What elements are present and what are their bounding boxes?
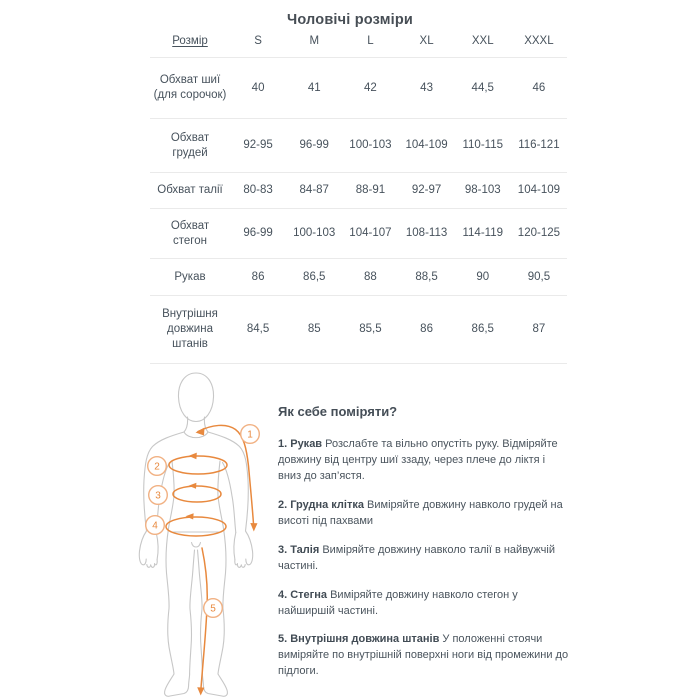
- diagram-marker-4: 4: [144, 514, 166, 535]
- table-cell: 88-91: [355, 184, 386, 197]
- column-header-l: L: [367, 35, 374, 48]
- row-label: Внутрішня довжина штанів: [162, 308, 218, 350]
- row-label: Обхват талії: [157, 184, 223, 197]
- table-cell: 41: [307, 81, 321, 94]
- table-cell: 110-115: [462, 139, 503, 152]
- svg-text:1: 1: [247, 430, 253, 441]
- table-cell: 86,5: [471, 323, 494, 336]
- step-lead: 5. Внутрішня довжина штанів: [278, 633, 440, 646]
- table-header-row: Розмір S M L XL XXL XXXL: [150, 26, 567, 58]
- instruction-step-2: 2. Грудна клітка Виміряйте довжину навко…: [278, 498, 570, 530]
- svg-text:2: 2: [154, 462, 160, 473]
- body-measurement-diagram: 1 2 3 4 5: [138, 372, 260, 697]
- step-text: Розслабте та вільно опустіть руку. Відмі…: [278, 438, 558, 482]
- table-cell: 114-119: [462, 227, 503, 240]
- row-label: Обхват шиї (для сорочок): [153, 74, 227, 101]
- table-cell: 116-121: [518, 139, 560, 152]
- page-title: Чоловічі розміри: [286, 11, 414, 28]
- table-row-hips: Обхват стегон 96-99 100-103 104-107 108-…: [150, 209, 567, 259]
- column-header-m: M: [309, 35, 320, 48]
- measure-ellipse-waist: [172, 485, 222, 503]
- measure-ellipse-chest: [168, 455, 228, 475]
- table-cell: 104-109: [517, 184, 561, 197]
- row-label: Обхват грудей: [170, 131, 210, 159]
- column-header-s: S: [254, 35, 262, 48]
- table-cell: 96-99: [299, 139, 329, 152]
- table-cell: 88: [364, 270, 377, 283]
- instruction-step-3: 3. Талія Виміряйте довжину навколо талії…: [278, 543, 570, 575]
- instructions-heading: Як себе поміряти?: [278, 404, 398, 419]
- measurement-arrowheads: [185, 427, 258, 696]
- table-cell: 43: [420, 81, 433, 94]
- instruction-step-1: 1. Рукав Розслабте та вільно опустіть ру…: [278, 437, 570, 485]
- measure-ellipse-hips: [165, 516, 227, 537]
- column-header-xxl: XXL: [471, 35, 494, 48]
- table-cell: 85,5: [359, 323, 382, 336]
- measurement-marks: [165, 424, 255, 689]
- table-cell: 98-103: [464, 184, 501, 197]
- table-row-inseam: Внутрішня довжина штанів 84,5 85 85,5 86…: [150, 296, 567, 364]
- column-header-xl: XL: [419, 35, 434, 48]
- row-label: Рукав: [174, 270, 206, 283]
- table-cell: 100-103: [293, 227, 336, 240]
- column-header-xxxl: XXXL: [524, 35, 554, 48]
- table-row-neck: Обхват шиї (для сорочок) 40 41 42 43 44,…: [150, 58, 567, 119]
- instruction-step-5: 5. Внутрішня довжина штанів У положенні …: [278, 632, 570, 680]
- size-link[interactable]: Розмір: [172, 35, 208, 48]
- step-text: Виміряйте довжину навколо грудей на висо…: [278, 498, 563, 527]
- table-cell: 87: [532, 323, 546, 336]
- step-lead: 3. Талія: [278, 543, 320, 556]
- diagram-marker-5: 5: [202, 597, 223, 618]
- diagram-marker-3: 3: [148, 484, 169, 505]
- table-cell: 120-125: [517, 227, 561, 240]
- svg-text:4: 4: [152, 521, 158, 532]
- table-cell: 96-99: [243, 227, 273, 240]
- svg-text:5: 5: [210, 604, 216, 615]
- table-row-waist: Обхват талії 80-83 84-87 88-91 92-97 98-…: [150, 173, 567, 209]
- body-outline-icon: [138, 372, 254, 697]
- step-text: Виміряйте довжину навколо стегон у найши…: [278, 588, 518, 617]
- table-cell: 86,5: [303, 270, 326, 283]
- instruction-step-4: 4. Стегна Виміряйте довжину навколо стег…: [278, 588, 570, 620]
- table-cell: 88,5: [415, 270, 438, 283]
- table-cell: 104-109: [405, 139, 448, 152]
- svg-text:3: 3: [155, 491, 161, 502]
- table-cell: 84-87: [299, 184, 329, 197]
- diagram-marker-2: 2: [147, 455, 168, 476]
- measure-line-sleeve: [197, 424, 255, 525]
- step-text: У положенні стоячи виміряйте по внутрішн…: [278, 633, 569, 678]
- step-lead: 4. Стегна: [278, 588, 328, 601]
- table-cell: 42: [364, 81, 377, 94]
- step-text: Виміряйте довжину навколо талії в найвуж…: [278, 543, 555, 572]
- table-row-sleeve: Рукав 86 86,5 88 88,5 90 90,5: [150, 259, 567, 296]
- table-cell: 90: [476, 270, 490, 283]
- table-cell: 108-113: [405, 227, 448, 240]
- table-cell: 86: [251, 270, 265, 283]
- table-cell: 85: [307, 323, 321, 336]
- size-table: Розмір S M L XL XXL XXXL Обхват шиї (для…: [150, 26, 567, 364]
- table-cell: 80-83: [243, 184, 273, 197]
- table-row-chest: Обхват грудей 92-95 96-99 100-103 104-10…: [150, 119, 567, 173]
- table-cell: 92-97: [411, 184, 442, 197]
- table-cell: 104-107: [349, 227, 392, 240]
- table-cell: 92-95: [243, 139, 273, 152]
- diagram-marker-1: 1: [239, 423, 260, 444]
- step-lead: 1. Рукав: [278, 438, 323, 450]
- step-lead: 2. Грудна клітка: [278, 498, 364, 511]
- table-cell: 40: [251, 81, 265, 94]
- table-cell: 90,5: [527, 270, 551, 283]
- size-column-header: Розмір: [150, 30, 230, 53]
- table-cell: 86: [420, 323, 433, 336]
- row-label: Обхват стегон: [170, 219, 210, 247]
- table-cell: 46: [532, 81, 546, 94]
- table-cell: 84,5: [246, 323, 270, 336]
- table-cell: 100-103: [349, 139, 392, 152]
- measure-instructions: Як себе поміряти? 1. Рукав Розслабте та …: [278, 404, 570, 693]
- table-cell: 44,5: [471, 81, 494, 94]
